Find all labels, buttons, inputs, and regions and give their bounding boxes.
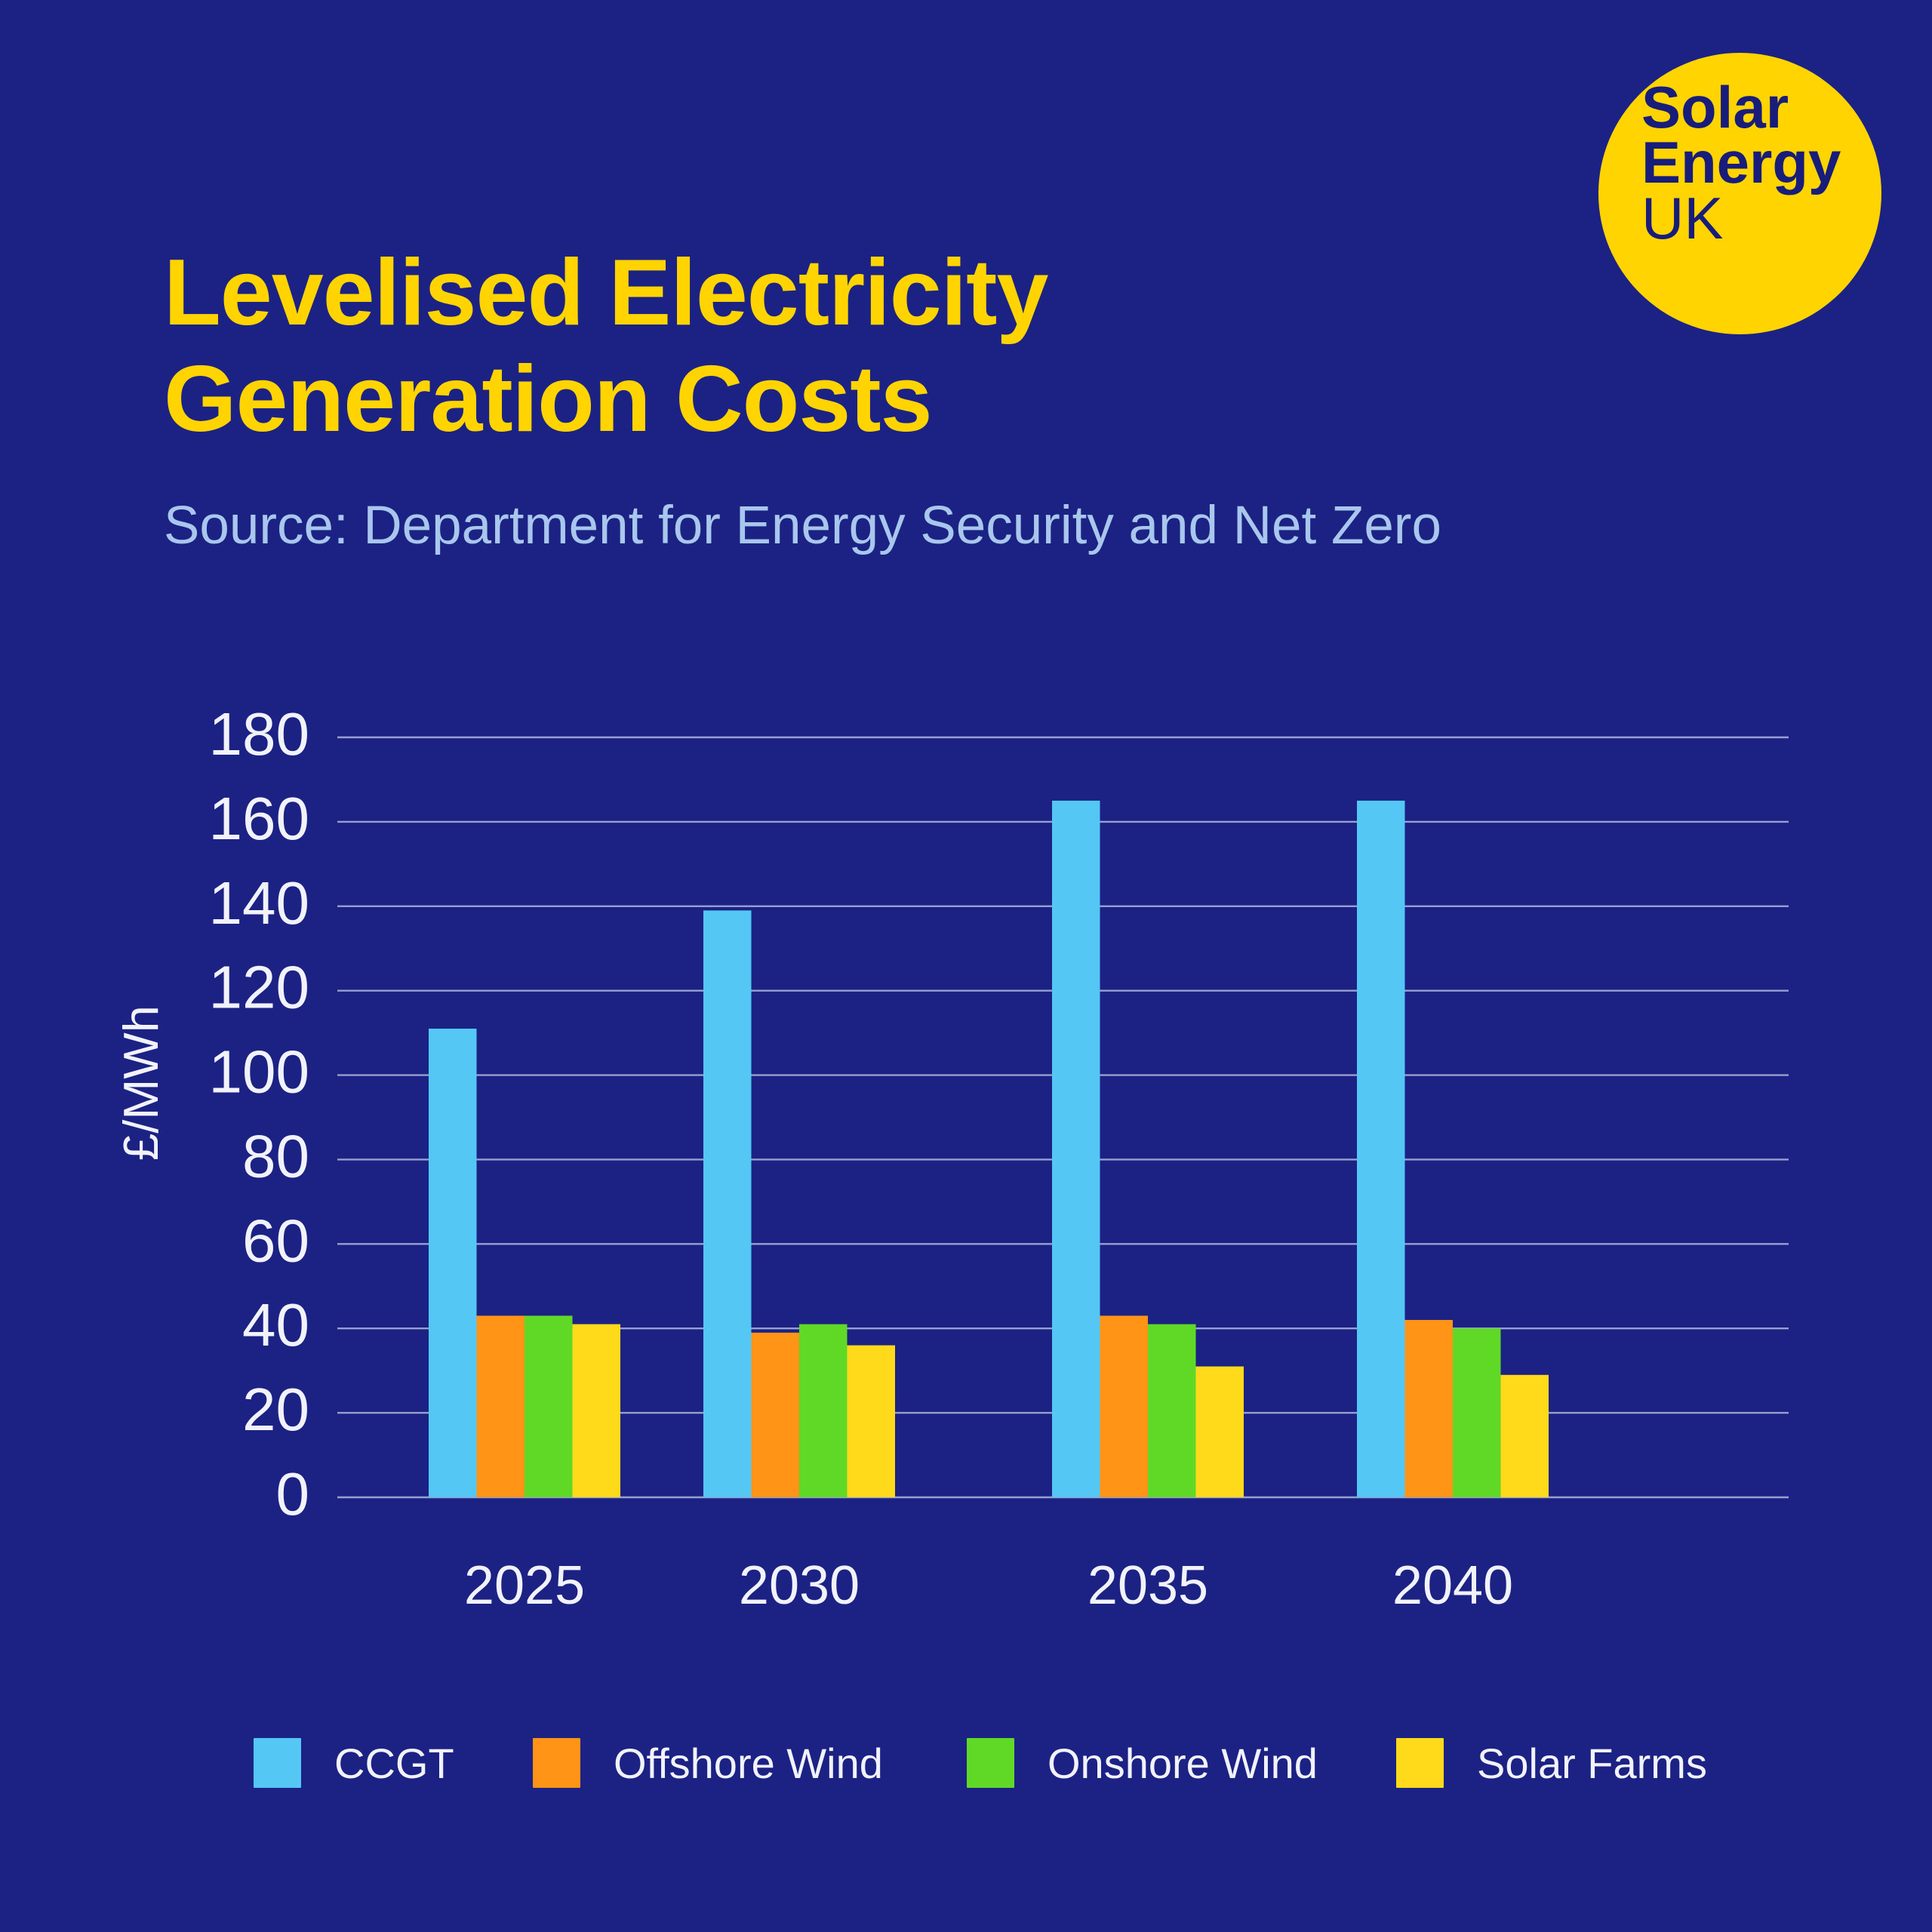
svg-text:100: 100 (209, 1038, 309, 1106)
svg-text:2035: 2035 (1088, 1555, 1208, 1616)
svg-text:2040: 2040 (1392, 1555, 1513, 1616)
svg-text:2030: 2030 (739, 1555, 860, 1616)
svg-text:0: 0 (276, 1460, 310, 1527)
svg-text:180: 180 (209, 700, 309, 768)
svg-text:40: 40 (242, 1291, 309, 1358)
svg-text:140: 140 (209, 869, 309, 937)
svg-text:20: 20 (242, 1376, 309, 1443)
svg-text:80: 80 (242, 1122, 309, 1189)
svg-text:£/MWh: £/MWh (113, 1005, 168, 1161)
svg-text:120: 120 (209, 954, 309, 1021)
svg-text:60: 60 (242, 1207, 309, 1274)
svg-text:160: 160 (209, 785, 309, 852)
svg-text:2025: 2025 (464, 1555, 585, 1616)
